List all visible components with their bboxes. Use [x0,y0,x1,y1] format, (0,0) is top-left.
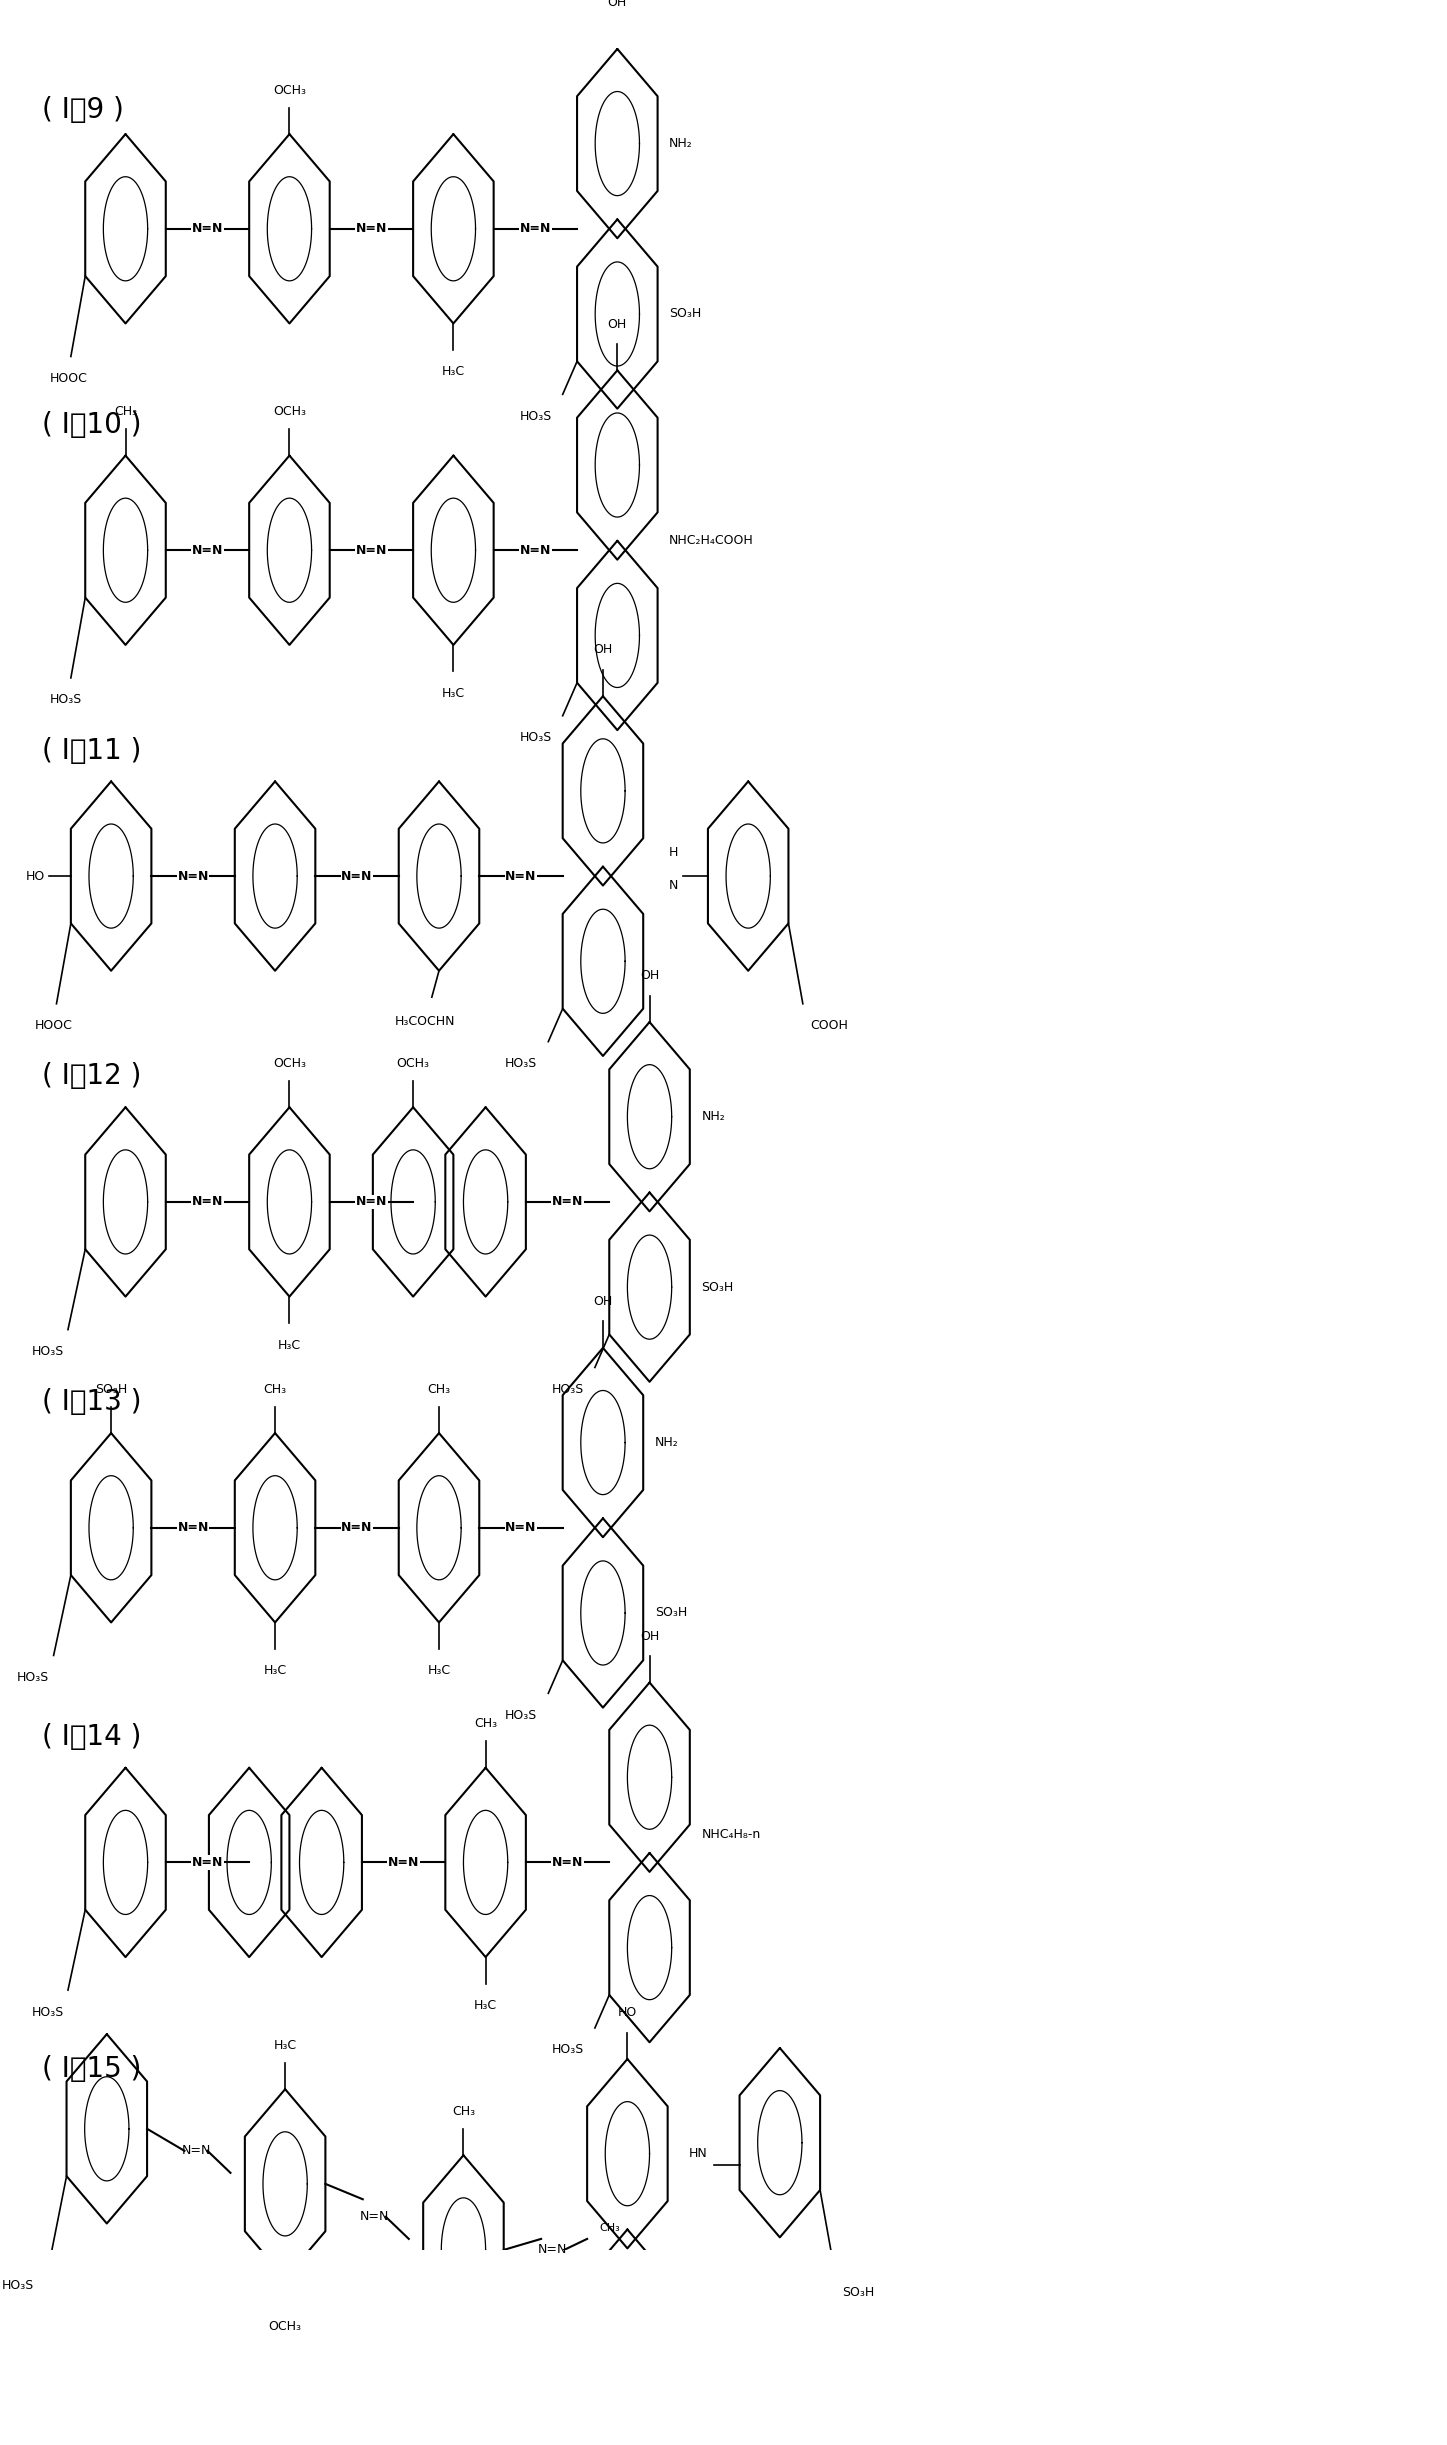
Text: SO₃H: SO₃H [669,308,702,320]
Text: NH₂: NH₂ [702,1110,725,1122]
Text: HOOC: HOOC [49,372,87,384]
Text: HO₃S: HO₃S [551,1384,585,1396]
Text: N=N: N=N [192,1196,223,1208]
Text: N=N: N=N [192,222,223,235]
Text: N=N: N=N [341,870,373,883]
Text: SO₃H: SO₃H [842,2286,874,2298]
Text: ( I－15 ): ( I－15 ) [42,2056,142,2083]
Text: SO₃H: SO₃H [654,1606,687,1619]
Text: N=N: N=N [192,543,223,557]
Text: N=N: N=N [551,1856,583,1868]
Text: N=N: N=N [356,222,388,235]
Text: H₃C: H₃C [263,1665,287,1677]
Text: OH: OH [640,968,660,983]
Text: HO: HO [618,2007,637,2020]
Text: CH₃: CH₃ [263,1381,287,1396]
Text: HN: HN [689,2147,708,2161]
Text: ( I－14 ): ( I－14 ) [42,1724,142,1751]
Text: HO₃S: HO₃S [32,2005,64,2020]
Text: NH₂: NH₂ [654,1435,679,1450]
Text: ( I－12 ): ( I－12 ) [42,1064,142,1090]
Text: OCH₃: OCH₃ [273,1056,305,1071]
Text: N=N: N=N [192,1856,223,1868]
Text: ( I－13 ): ( I－13 ) [42,1389,142,1416]
Text: H: H [669,846,679,858]
Text: H₃C: H₃C [427,1665,450,1677]
Text: HO₃S: HO₃S [505,1056,537,1071]
Text: OCH₃: OCH₃ [396,1056,430,1071]
Text: NH₂: NH₂ [669,137,693,149]
Text: CH₃: CH₃ [114,406,137,418]
Text: N=N: N=N [181,2144,211,2156]
Text: HO₃S: HO₃S [17,1670,49,1685]
Text: H₃C: H₃C [273,2039,297,2051]
Text: N=N: N=N [538,2245,567,2257]
Text: H₃COCHN: H₃COCHN [395,1015,454,1027]
Text: OCH₃: OCH₃ [273,83,305,98]
Text: HO₃S: HO₃S [519,411,551,423]
Text: CH₃: CH₃ [427,1381,450,1396]
Text: ( I－11 ): ( I－11 ) [42,736,142,765]
Text: HO₃S: HO₃S [1,2279,35,2291]
Text: N=N: N=N [505,870,537,883]
Text: HO₃S: HO₃S [505,1709,537,1721]
Text: HO: HO [26,870,45,883]
Text: HOOC: HOOC [35,1020,72,1032]
Text: H₃C: H₃C [475,2000,498,2012]
Text: N=N: N=N [178,1521,208,1535]
Text: HO₃S: HO₃S [32,1345,64,1357]
Text: N=N: N=N [178,870,208,883]
Text: N=N: N=N [360,2210,389,2223]
Text: OCH₃: OCH₃ [273,406,305,418]
Text: N=N: N=N [551,1196,583,1208]
Text: NHC₄H₈-n: NHC₄H₈-n [702,1826,761,1841]
Text: SO₃H: SO₃H [96,1381,127,1396]
Text: H₃C: H₃C [441,687,464,699]
Text: OH: OH [593,1296,612,1308]
Text: CH₃: CH₃ [475,1716,498,1731]
Text: HO₃S: HO₃S [49,694,81,707]
Text: CH₃: CH₃ [451,2105,475,2117]
Text: H₃C: H₃C [441,364,464,379]
Text: OH: OH [640,1631,660,1643]
Text: OH: OH [593,643,612,655]
Text: N=N: N=N [505,1521,537,1535]
Text: N=N: N=N [519,543,551,557]
Text: HO₃S: HO₃S [551,2044,585,2056]
Text: HO₃S: HO₃S [519,731,551,743]
Text: H₃C: H₃C [278,1337,301,1352]
Text: N=N: N=N [341,1521,373,1535]
Text: OCH₃: OCH₃ [269,2320,301,2333]
Text: NHC₂H₄COOH: NHC₂H₄COOH [669,535,754,548]
Text: N: N [669,880,679,892]
Text: N=N: N=N [519,222,551,235]
Text: OH: OH [608,318,627,330]
Text: ( I－10 ): ( I－10 ) [42,411,142,438]
Text: N=N: N=N [356,1196,388,1208]
Text: COOH: COOH [810,1020,848,1032]
Text: N=N: N=N [356,543,388,557]
Text: ( I－9 ): ( I－9 ) [42,95,124,125]
Text: N=N: N=N [388,1856,420,1868]
Text: CH₃: CH₃ [599,2223,621,2232]
Text: OH: OH [608,0,627,10]
Text: SO₃H: SO₃H [702,1281,734,1293]
